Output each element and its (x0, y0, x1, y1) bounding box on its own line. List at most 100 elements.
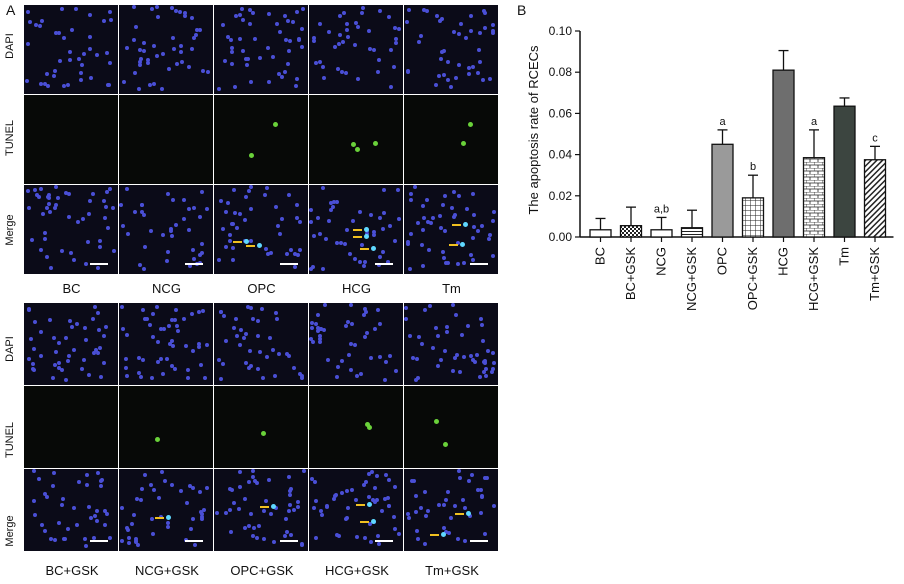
nucleus-dot (389, 85, 393, 89)
bar (741, 197, 765, 238)
row-label-merge-top: Merge (4, 214, 16, 246)
nucleus-dot (326, 358, 330, 362)
nucleus-dot (442, 73, 446, 77)
micrograph-grid-top (24, 5, 500, 277)
nucleus-dot (30, 238, 34, 242)
nucleus-dot (407, 516, 411, 520)
nucleus-dot (157, 496, 161, 500)
arrow-icon (233, 241, 242, 243)
nucleus-dot (467, 66, 471, 70)
nucleus-dot (175, 62, 179, 66)
nucleus-dot (325, 505, 329, 509)
nucleus-dot (291, 20, 295, 24)
nucleus-dot (132, 513, 136, 517)
group-label-ncg: NCG (152, 281, 181, 296)
nucleus-dot (338, 14, 342, 18)
nucleus-dot (388, 224, 392, 228)
nucleus-dot (329, 201, 333, 205)
scale-bar (185, 263, 203, 265)
nucleus-dot (266, 46, 270, 50)
nucleus-dot (148, 323, 152, 327)
nucleus-dot (452, 215, 456, 219)
nucleus-dot (98, 346, 102, 350)
top-tunel-tile-2 (119, 95, 213, 184)
nucleus-dot (138, 263, 142, 267)
nucleus-dot (476, 71, 480, 75)
nucleus-dot (170, 483, 174, 487)
nucleus-dot (472, 213, 476, 217)
apoptosis-bar-chart: The apoptosis rate of RCECs 0.00 0.02 0.04… (526, 24, 894, 311)
nucleus-dot (25, 79, 29, 83)
nucleus-dot (484, 374, 488, 378)
nucleus-dot (160, 87, 164, 91)
nucleus-dot (94, 348, 98, 352)
nucleus-dot (33, 188, 37, 192)
nucleus-dot (449, 85, 453, 89)
nucleus-dot (244, 361, 248, 365)
nucleus-dot (28, 20, 32, 24)
nucleus-dot (288, 39, 292, 43)
nucleus-dot (41, 212, 45, 216)
nucleus-dot (132, 5, 136, 9)
nucleus-dot (440, 17, 444, 21)
nucleus-dot (447, 531, 451, 535)
nucleus-dot (300, 27, 304, 31)
nucleus-dot (372, 230, 376, 234)
nucleus-dot (427, 248, 431, 252)
nucleus-dot (203, 376, 207, 380)
nucleus-dot (60, 249, 64, 253)
nucleus-dot (221, 23, 225, 27)
nucleus-dot (228, 233, 232, 237)
nucleus-dot (387, 504, 391, 508)
nucleus-dot (39, 330, 43, 334)
row-label-merge-bottom: Merge (4, 515, 16, 547)
nucleus-dot (446, 490, 450, 494)
nucleus-dot (332, 200, 336, 204)
nucleus-dot (52, 336, 56, 340)
nucleus-dot (491, 367, 495, 371)
nucleus-dot (173, 318, 177, 322)
nucleus-dot (298, 248, 302, 252)
nucleus-dot (238, 470, 242, 474)
group-label-tm-gsk: Tm+GSK (425, 563, 479, 578)
nucleus-dot (349, 303, 353, 307)
nucleus-dot (106, 83, 110, 87)
nucleus-dot (155, 305, 159, 309)
nucleus-dot (420, 243, 424, 247)
nucleus-dot (408, 334, 412, 338)
nucleus-dot (51, 484, 55, 488)
nucleus-dot (309, 267, 313, 271)
nucleus-dot (182, 317, 186, 321)
nucleus-dot (183, 14, 187, 18)
nucleus-dot (156, 15, 160, 19)
nucleus-dot (322, 328, 326, 332)
nucleus-dot (479, 488, 483, 492)
nucleus-dot (37, 477, 41, 481)
nucleus-dot (200, 251, 204, 255)
nucleus-dot (26, 10, 30, 14)
tunel-positive-dot (434, 419, 439, 424)
nucleus-dot (368, 522, 372, 526)
nucleus-dot (457, 63, 461, 67)
nucleus-dot (375, 474, 379, 478)
nucleus-dot (288, 493, 292, 497)
nucleus-dot (340, 70, 344, 74)
nucleus-dot (149, 483, 153, 487)
nucleus-dot (182, 198, 186, 202)
nucleus-dot (206, 70, 210, 74)
nucleus-dot (343, 242, 347, 246)
nucleus-dot (410, 479, 414, 483)
nucleus-dot (260, 307, 264, 311)
nucleus-dot (238, 37, 242, 41)
nucleus-dot (407, 8, 411, 12)
nucleus-dot (384, 473, 388, 477)
nucleus-dot (409, 198, 413, 202)
merge-positive-dot (271, 504, 276, 509)
nucleus-dot (267, 80, 271, 84)
nucleus-dot (442, 49, 446, 53)
nucleus-dot (29, 337, 33, 341)
nucleus-dot (465, 207, 469, 211)
significance-label: c (872, 132, 878, 144)
nucleus-dot (99, 375, 103, 379)
nucleus-dot (463, 539, 467, 543)
